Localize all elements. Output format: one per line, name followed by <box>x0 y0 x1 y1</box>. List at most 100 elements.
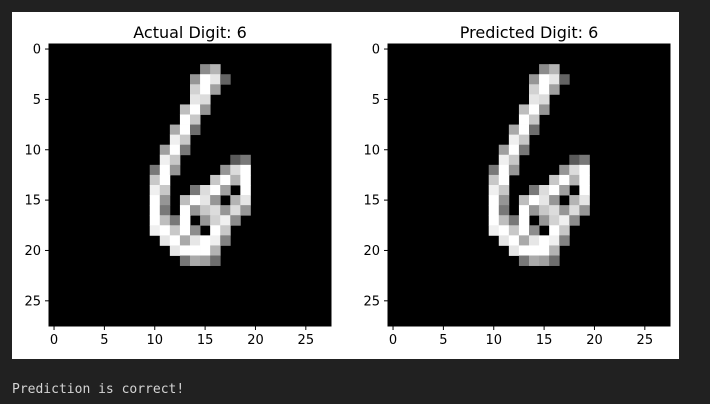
pixel-cell <box>529 104 540 115</box>
pixel-cell <box>488 195 500 206</box>
actual-digit-x-axis: 0 5 10 15 20 25 <box>50 326 314 348</box>
pixel-cell <box>498 195 510 206</box>
pixel-cell <box>159 195 171 206</box>
pixel-cell <box>549 195 560 206</box>
pixel-cell <box>159 215 171 226</box>
pixel-cell <box>498 225 510 236</box>
pixel-cell <box>220 205 231 216</box>
pixel-cell <box>200 84 211 95</box>
pixel-cell <box>210 255 221 266</box>
pixel-cell <box>149 185 161 196</box>
pixel-cell <box>210 215 221 226</box>
pixel-cell <box>159 205 171 216</box>
figure-canvas: Actual Digit: 6 0 5 10 15 20 25 0 5 10 15 20 25 Pr… <box>24 23 671 348</box>
pixel-cell <box>240 164 251 176</box>
pixel-cell <box>190 225 201 236</box>
pixel-cell <box>210 185 221 196</box>
actual-digit-y-tick-label: 10 <box>24 143 41 158</box>
pixel-cell <box>529 94 540 105</box>
pixel-cell <box>549 235 560 246</box>
pixel-cell <box>149 174 161 186</box>
matplotlib-figure: Actual Digit: 6 0 5 10 15 20 25 0 5 10 15 20 25 Pr… <box>12 12 679 359</box>
pixel-cell <box>240 185 251 196</box>
pixel-cell <box>579 174 590 186</box>
pixel-cell <box>200 195 211 206</box>
actual-digit-pixels <box>149 64 251 266</box>
pixel-cell <box>190 74 201 85</box>
pixel-cell <box>169 134 181 146</box>
pixel-cell <box>498 144 510 156</box>
pixel-cell <box>539 205 550 216</box>
pixel-cell <box>179 255 191 266</box>
pixel-cell <box>539 255 550 266</box>
pixel-cell <box>518 104 530 115</box>
pixel-cell <box>529 114 540 125</box>
predicted-digit-y-tick-label: 20 <box>363 244 380 259</box>
pixel-cell <box>579 154 590 166</box>
pixel-cell <box>559 164 570 176</box>
actual-digit-y-tick-label: 5 <box>33 93 41 108</box>
predicted-digit-title: Predicted Digit: 6 <box>460 23 599 42</box>
pixel-cell <box>488 205 500 216</box>
actual-digit-x-tick-label: 5 <box>100 333 108 348</box>
pixel-cell <box>549 185 560 196</box>
pixel-cell <box>549 84 560 95</box>
pixel-cell <box>210 205 221 216</box>
pixel-cell <box>549 255 560 266</box>
pixel-cell <box>200 185 211 196</box>
pixel-cell <box>169 225 181 236</box>
pixel-cell <box>200 245 211 256</box>
predicted-digit-x-tick-label: 20 <box>586 333 603 348</box>
pixel-cell <box>529 185 540 196</box>
pixel-cell <box>190 185 201 196</box>
actual-digit-x-tick-label: 15 <box>197 333 214 348</box>
pixel-cell <box>179 104 191 115</box>
pixel-cell <box>518 205 530 216</box>
pixel-cell <box>190 94 201 105</box>
pixel-cell <box>159 154 171 166</box>
actual-digit-y-tick-label: 20 <box>24 244 41 259</box>
predicted-digit-x-tick-label: 0 <box>389 333 397 348</box>
pixel-cell <box>579 205 590 216</box>
pixel-cell <box>488 225 500 236</box>
pixel-cell <box>149 205 161 216</box>
pixel-cell <box>539 74 550 85</box>
pixel-cell <box>508 154 520 166</box>
pixel-cell <box>220 185 231 196</box>
pixel-cell <box>529 84 540 95</box>
pixel-cell <box>179 114 191 125</box>
pixel-cell <box>200 215 211 226</box>
pixel-cell <box>569 195 580 206</box>
pixel-cell <box>200 64 211 75</box>
pixel-cell <box>549 74 560 85</box>
pixel-cell <box>529 255 540 266</box>
pixel-cell <box>230 215 241 226</box>
pixel-cell <box>149 164 161 176</box>
pixel-cell <box>549 64 560 75</box>
pixel-cell <box>539 94 550 105</box>
pixel-cell <box>579 164 590 176</box>
pixel-cell <box>149 225 161 236</box>
pixel-cell <box>200 74 211 85</box>
pixel-cell <box>498 205 510 216</box>
pixel-cell <box>240 205 251 216</box>
pixel-cell <box>169 124 181 136</box>
pixel-cell <box>169 154 181 166</box>
pixel-cell <box>169 164 181 176</box>
predicted-digit-y-tick-label: 25 <box>363 294 380 309</box>
pixel-cell <box>518 225 530 236</box>
pixel-cell <box>559 205 570 216</box>
pixel-cell <box>508 225 520 236</box>
pixel-cell <box>169 245 181 256</box>
pixel-cell <box>240 154 251 166</box>
pixel-cell <box>159 185 171 196</box>
pixel-cell <box>539 235 550 246</box>
actual-digit-y-tick-label: 15 <box>24 194 41 209</box>
pixel-cell <box>569 215 580 226</box>
predicted-digit-axes-frame <box>387 43 671 327</box>
pixel-cell <box>179 144 191 156</box>
actual-digit-y-tick-label: 0 <box>33 43 41 58</box>
pixel-cell <box>508 245 520 256</box>
pixel-cell <box>539 84 550 95</box>
pixel-cell <box>508 215 520 226</box>
